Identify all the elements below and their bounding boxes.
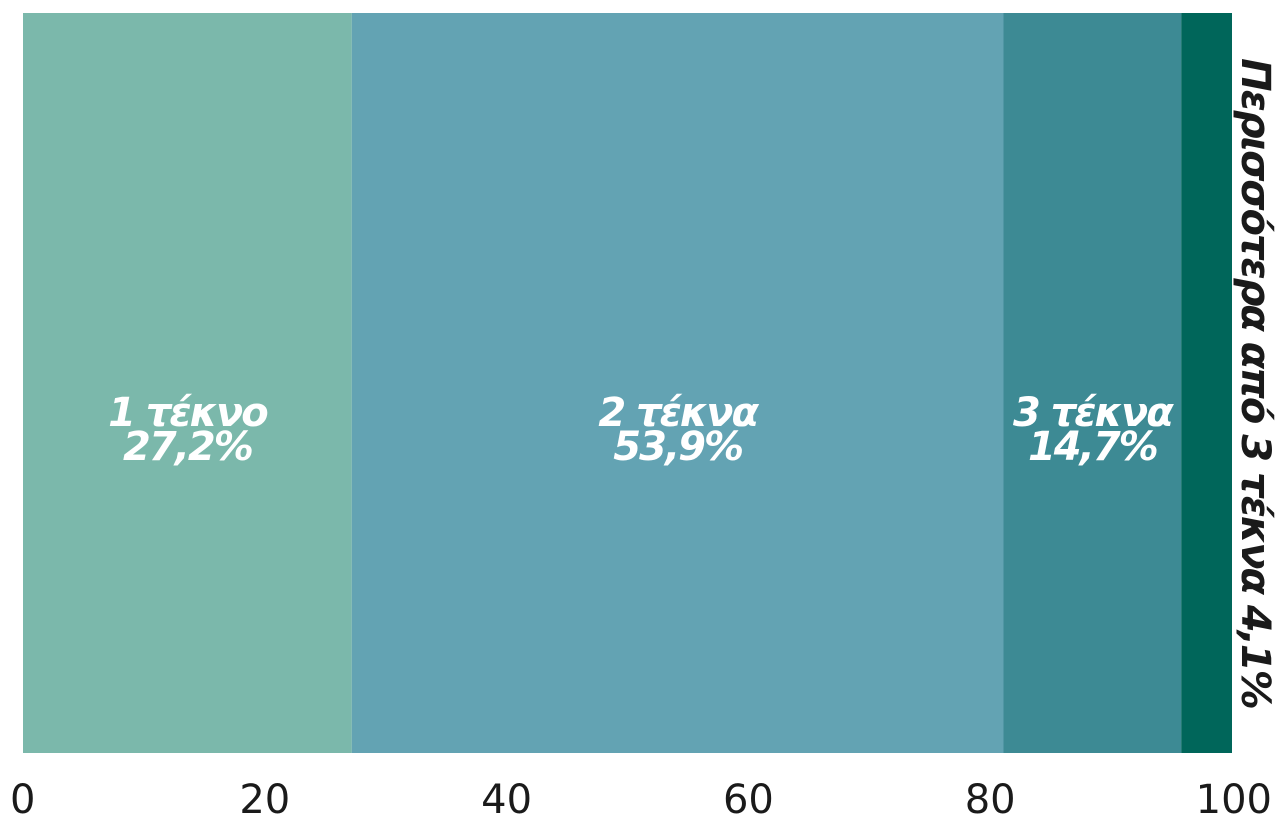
segment-value-label: 53,9%: [613, 424, 742, 470]
segment-value-label: 27,2%: [123, 424, 252, 470]
x-tick-label: 80: [965, 777, 1016, 816]
bar-segment-4: [1181, 13, 1232, 753]
x-tick-label: 100: [1196, 777, 1272, 816]
outside-segment-label: Περισσότερα από 3 τέκνα 4,1%: [1232, 58, 1278, 708]
outside-labels: Περισσότερα από 3 τέκνα 4,1%: [1232, 58, 1278, 708]
x-axis-ticks: 0 20 40 60 80 100: [10, 777, 1272, 816]
segment-name-label: 3 τέκνα: [1013, 390, 1174, 436]
bar-segment-1: [23, 13, 352, 753]
segment-value-label: 14,7%: [1028, 424, 1157, 470]
x-tick-label: 40: [481, 777, 532, 816]
x-tick-label: 0: [10, 777, 35, 816]
x-tick-label: 20: [239, 777, 290, 816]
bar-segment-2: [351, 13, 1004, 753]
bar-segment-3: [1003, 13, 1182, 753]
segment-name-label: 2 τέκνα: [598, 390, 759, 436]
segment-name-label: 1 τέκνο: [108, 390, 268, 436]
bar-segments: [23, 13, 1232, 753]
x-tick-label: 60: [723, 777, 774, 816]
